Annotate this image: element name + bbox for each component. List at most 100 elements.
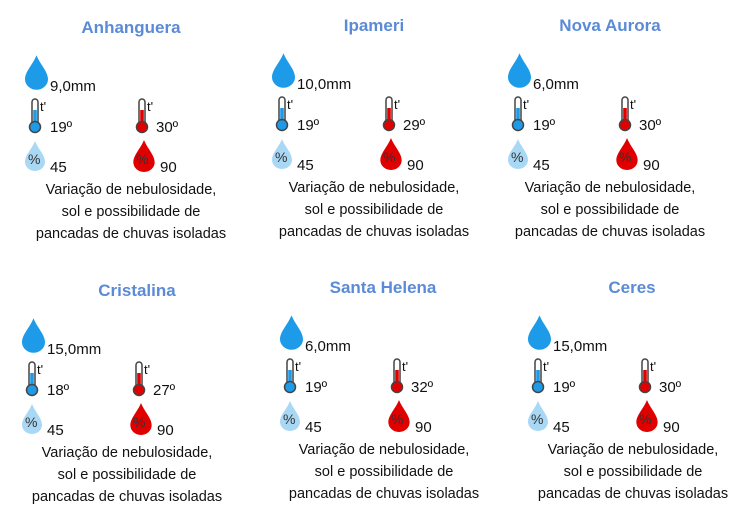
rain-drop-icon	[528, 315, 551, 350]
description-line: pancadas de chuvas isoladas	[35, 226, 227, 242]
thermometer-hot-icon	[135, 98, 149, 134]
max-temperature: 29º	[403, 117, 426, 134]
description-line: Variação de nebulosidade,	[45, 182, 217, 198]
forecast-description: Variação de nebulosidade, sol e possibil…	[244, 177, 504, 243]
city-name: Cristalina	[98, 281, 176, 300]
forecast-description: Variação de nebulosidade, sol e possibil…	[503, 439, 746, 505]
thermometer-label: t'	[295, 359, 302, 374]
thermometer-hot-icon	[390, 358, 404, 394]
max-temperature: 30º	[156, 119, 179, 136]
min-humidity: 45	[553, 419, 570, 436]
forecast-description: Variação de nebulosidade, sol e possibil…	[254, 439, 514, 505]
max-temperature: 27º	[153, 382, 176, 399]
thermometer-label: t'	[402, 359, 409, 374]
max-humidity: 90	[643, 157, 660, 174]
thermometer-label: t'	[650, 359, 657, 374]
humidity-symbol: %	[511, 149, 524, 165]
humidity-high-icon	[130, 403, 152, 435]
max-humidity: 90	[415, 419, 432, 436]
humidity-high-icon	[133, 140, 155, 172]
min-temperature: 19º	[533, 117, 556, 134]
min-humidity: 45	[50, 159, 67, 176]
description-line: pancadas de chuvas isoladas	[288, 486, 480, 502]
thermometer-cold-icon	[28, 98, 42, 134]
thermometer-hot-icon	[382, 96, 396, 132]
humidity-symbol: %	[639, 411, 652, 427]
thermometer-label: t'	[523, 97, 530, 112]
humidity-low-icon	[25, 141, 45, 171]
description-line: sol e possibilidade de	[61, 204, 201, 220]
city-name: Ipameri	[343, 16, 405, 35]
description-line: sol e possibilidade de	[57, 467, 197, 483]
humidity-low-icon	[272, 139, 292, 169]
humidity-symbol: %	[619, 149, 632, 165]
humidity-high-icon	[388, 400, 410, 432]
description-line: Variação de nebulosidade,	[298, 442, 470, 458]
thermometer-label: t'	[144, 362, 151, 377]
thermometer-label: t'	[147, 99, 154, 114]
precipitation-value: 15,0mm	[47, 341, 102, 358]
thermometer-cold-icon	[283, 358, 297, 394]
forecast-description: Variação de nebulosidade, sol e possibil…	[480, 177, 740, 243]
description-line: pancadas de chuvas isoladas	[31, 489, 223, 505]
description-line: sol e possibilidade de	[563, 464, 703, 480]
city-forecast-card: Nova Aurora 6,0mm t' 19º t' 30º % 45 % 9…	[508, 16, 746, 253]
thermometer-cold-icon	[531, 358, 545, 394]
max-humidity: 90	[407, 157, 424, 174]
description-line: sol e possibilidade de	[304, 202, 444, 218]
precipitation-value: 10,0mm	[297, 76, 352, 93]
thermometer-label: t'	[543, 359, 550, 374]
min-temperature: 18º	[47, 382, 70, 399]
thermometer-hot-icon	[638, 358, 652, 394]
rain-drop-icon	[25, 55, 48, 90]
rain-drop-icon	[272, 53, 295, 88]
min-temperature: 19º	[305, 379, 328, 396]
description-line: Variação de nebulosidade,	[524, 180, 696, 196]
humidity-symbol: %	[275, 149, 288, 165]
description-line: Variação de nebulosidade,	[547, 442, 719, 458]
description-line: sol e possibilidade de	[314, 464, 454, 480]
thermometer-cold-icon	[275, 96, 289, 132]
humidity-symbol: %	[531, 411, 544, 427]
precipitation-value: 6,0mm	[533, 76, 579, 93]
thermometer-cold-icon	[511, 96, 525, 132]
humidity-low-icon	[22, 404, 42, 434]
min-temperature: 19º	[50, 119, 73, 136]
humidity-symbol: %	[283, 411, 296, 427]
forecast-description: Variação de nebulosidade, sol e possibil…	[0, 442, 257, 508]
humidity-high-icon	[616, 138, 638, 170]
max-humidity: 90	[157, 422, 174, 439]
description-line: Variação de nebulosidade,	[41, 445, 213, 461]
thermometer-label: t'	[394, 97, 401, 112]
description-line: pancadas de chuvas isoladas	[278, 224, 470, 240]
humidity-low-icon	[280, 401, 300, 431]
humidity-symbol: %	[383, 149, 396, 165]
thermometer-label: t'	[37, 362, 44, 377]
min-temperature: 19º	[297, 117, 320, 134]
humidity-symbol: %	[25, 414, 38, 430]
description-line: pancadas de chuvas isoladas	[537, 486, 729, 502]
max-temperature: 32º	[411, 379, 434, 396]
precipitation-value: 15,0mm	[553, 338, 608, 355]
city-name: Anhanguera	[81, 18, 181, 37]
humidity-low-icon	[508, 139, 528, 169]
thermometer-cold-icon	[25, 361, 39, 397]
city-forecast-card: Anhanguera 9,0mm t' 19º t' 30º % 45 % 90…	[25, 18, 265, 255]
rain-drop-icon	[508, 53, 531, 88]
city-forecast-card: Santa Helena 6,0mm t' 19º t' 32º % 45 % …	[280, 278, 520, 515]
min-humidity: 45	[533, 157, 550, 174]
min-humidity: 45	[47, 422, 64, 439]
humidity-low-icon	[528, 401, 548, 431]
rain-drop-icon	[22, 318, 45, 353]
max-temperature: 30º	[659, 379, 682, 396]
humidity-high-icon	[380, 138, 402, 170]
description-line: pancadas de chuvas isoladas	[514, 224, 706, 240]
thermometer-label: t'	[40, 99, 47, 114]
min-humidity: 45	[305, 419, 322, 436]
humidity-symbol: %	[133, 414, 146, 430]
precipitation-value: 9,0mm	[50, 78, 96, 95]
forecast-description: Variação de nebulosidade, sol e possibil…	[1, 179, 261, 245]
thermometer-hot-icon	[132, 361, 146, 397]
city-forecast-card: Ipameri 10,0mm t' 19º t' 29º % 45 % 90 V…	[272, 16, 512, 253]
city-name: Santa Helena	[329, 278, 437, 297]
